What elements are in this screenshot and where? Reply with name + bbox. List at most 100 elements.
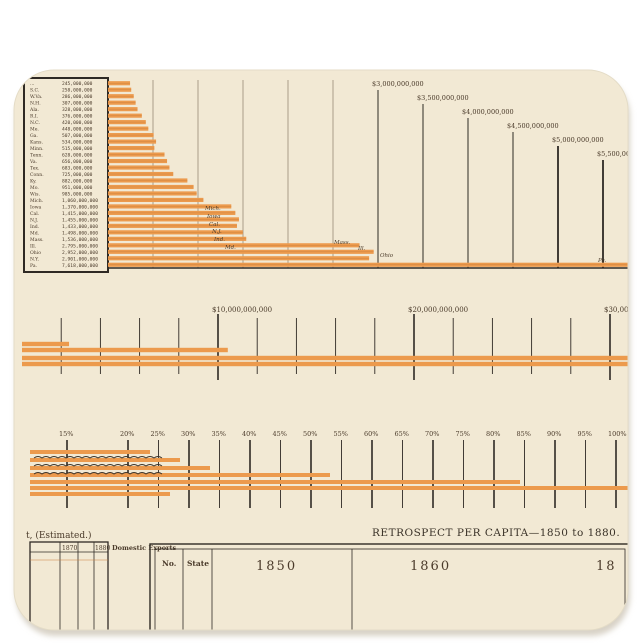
- percent-bars: [30, 450, 628, 496]
- year-1870: 1870: [62, 545, 77, 552]
- percent-axis-label: 100%: [608, 430, 627, 438]
- state-value: 420,000,000: [62, 120, 93, 126]
- state-name: N.J.: [30, 217, 39, 223]
- mid-bar: [22, 341, 70, 347]
- state-value: 683,000,000: [62, 166, 93, 172]
- state-name: Mass.: [30, 237, 44, 243]
- state-value: 7,618,000,000: [62, 263, 98, 269]
- percent-axis-label: 70%: [425, 430, 439, 438]
- percent-axis-label: 50%: [303, 430, 317, 438]
- state-value: 534,000,000: [62, 140, 93, 146]
- mid-bar: [22, 355, 628, 361]
- footer-table: t, (Estimated.) 1870 1880 Domestic Expor…: [26, 527, 628, 630]
- top-end-label: N.J.: [211, 229, 222, 235]
- mid-bar: [22, 347, 228, 353]
- percent-axis-label: 95%: [578, 430, 592, 438]
- state-name: Wis.: [30, 191, 40, 197]
- state-value: 628,000,000: [62, 153, 93, 159]
- state-value: 286,000,000: [62, 94, 93, 100]
- mid-bars: [22, 341, 628, 367]
- state-name: Minn.: [30, 146, 44, 152]
- state-name: Tenn.: [30, 153, 43, 159]
- top-axis-label: $3,000,000,000: [372, 80, 424, 88]
- state-name: Tex.: [30, 166, 40, 172]
- state-value: 1,415,000,000: [62, 211, 98, 217]
- state-value: 258,000,000: [62, 88, 93, 94]
- state-name: W.Va.: [30, 94, 43, 100]
- state-name: Me.: [30, 127, 39, 133]
- state-value: 1,498,000,000: [62, 230, 98, 236]
- state-name: N.C.: [30, 120, 41, 126]
- top-end-labels: Mich. Iowa Cal.N.J. Ind. Md. Mass. Ill. Ohio Pa.: [204, 206, 607, 264]
- state-name: Mo.: [30, 185, 39, 191]
- state-name: Mich.: [30, 198, 44, 204]
- state-value: 507,000,000: [62, 133, 93, 139]
- state-name: Iowa: [30, 204, 42, 210]
- percent-bar: [30, 458, 180, 462]
- col-no: No.: [162, 559, 176, 568]
- state-name: ...: [30, 82, 35, 87]
- state-wealth-section: ... 245,000,000 S.C. 258,000,000 W.Va. 286,00…: [23, 77, 634, 273]
- percent-axis-label: 25%: [151, 430, 165, 438]
- state-value: 2,952,000,000: [62, 250, 98, 256]
- col-state: State: [187, 559, 209, 568]
- top-end-label: Ind.: [213, 237, 225, 243]
- percent-bar: [30, 466, 210, 470]
- wavy-line: [33, 456, 163, 459]
- percent-axis-label: 45%: [273, 430, 287, 438]
- state-name: R.I.: [30, 114, 39, 120]
- top-end-label: Pa.: [597, 258, 607, 264]
- top-end-label: Md.: [224, 245, 236, 251]
- state-name: Conn.: [30, 172, 44, 178]
- domestic-exports-label: Domestic Exports: [112, 544, 176, 552]
- top-axis-label: $5,000,000,000: [552, 136, 604, 144]
- state-value: 307,000,000: [62, 101, 93, 107]
- state-value: 245,000,000: [62, 81, 93, 87]
- percent-bar: [30, 486, 628, 490]
- state-value: 2,795,000,000: [62, 243, 98, 249]
- col-year-1870: 18: [596, 559, 617, 574]
- mid-bar: [22, 361, 628, 367]
- state-value: 2,901,000,000: [62, 256, 98, 262]
- mid-axis-label: $20,000,000,000: [408, 306, 468, 314]
- percent-bar: [30, 473, 330, 477]
- percent-axis-label: 55%: [334, 430, 348, 438]
- wavy-line: [33, 464, 163, 467]
- state-name: N.H.: [30, 101, 41, 107]
- state-value: 328,000,000: [62, 107, 93, 113]
- state-value: 985,000,000: [62, 191, 93, 197]
- wavy-line: [33, 472, 163, 475]
- percent-axis-label: 80%: [486, 430, 500, 438]
- state-name: Ga.: [30, 133, 38, 139]
- percent-axis-label: 40%: [242, 430, 256, 438]
- top-end-label: Iowa: [206, 214, 220, 220]
- state-value: 515,000,000: [62, 146, 93, 152]
- top-end-label: Mass.: [333, 240, 351, 246]
- state-value: 1,455,000,000: [62, 217, 98, 223]
- state-value: 376,000,000: [62, 114, 93, 120]
- year-1880: 1880: [95, 545, 110, 552]
- state-name: Ill.: [30, 243, 37, 249]
- top-bars: [108, 81, 628, 267]
- state-value: 1,536,000,000: [62, 237, 98, 243]
- top-end-label: Ill.: [357, 246, 366, 252]
- state-name: N.Y.: [30, 256, 40, 262]
- top-end-label: Cal.: [209, 222, 220, 228]
- percent-axis-label: 90%: [547, 430, 561, 438]
- state-name: Ala.: [29, 107, 40, 113]
- percent-section: 15% 20% 25% 30% 35% 40% 45% 50% 55% 60% 65% 70% 75% 8…: [30, 430, 628, 508]
- percent-axis-label: 85%: [517, 430, 531, 438]
- top-axis-label: $5,500,000: [597, 150, 634, 158]
- top-axis-label: $4,500,000,000: [507, 122, 559, 130]
- state-value: 1,370,000,000: [62, 204, 98, 210]
- top-end-label: Ohio: [380, 253, 394, 259]
- percent-axis-label: 65%: [395, 430, 409, 438]
- mid-axis-label: $10,000,000,000: [212, 306, 272, 314]
- top-end-label: Mich.: [204, 206, 221, 212]
- state-name: Ohio: [30, 250, 41, 256]
- percent-axis-label: 15%: [59, 430, 73, 438]
- percent-axis-label: 30%: [181, 430, 195, 438]
- state-value: 448,000,000: [62, 127, 93, 133]
